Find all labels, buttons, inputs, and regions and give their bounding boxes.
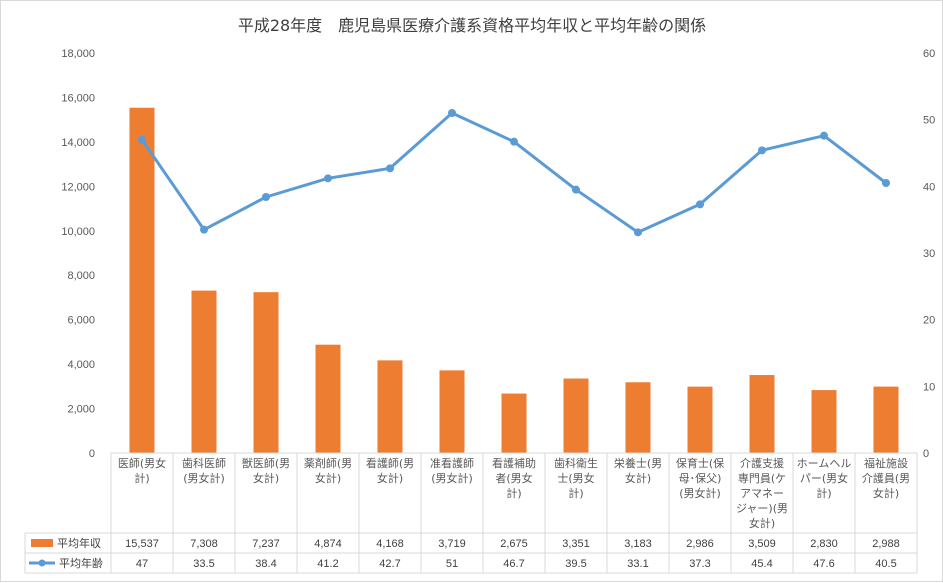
bar-12 [811,390,837,453]
table-value-income-3: 7,237 [252,538,280,550]
legend-label-line: 平均年齢 [59,556,103,570]
table-value-age-8: 39.5 [565,558,586,570]
line-point-11 [758,146,766,155]
line-point-3 [262,193,270,201]
legend-label-bar: 平均年収 [57,536,101,550]
table-value-income-7: 2,675 [500,538,528,550]
y-right-tick-label: 40 [923,181,935,193]
category-label-4: 薬剤師(男女計) [304,456,352,485]
y-right-tick-label: 60 [923,48,935,60]
table-value-income-2: 7,308 [190,538,218,550]
y-left-tick-label: 4,000 [67,359,95,371]
category-label-1: 医師(男女計) [118,456,166,485]
y-left-tick-label: 6,000 [67,315,95,327]
line-point-9 [634,228,642,237]
table-value-income-9: 3,183 [624,538,652,550]
category-label-11: 介護支援専門員(ケアマネージャー)(男女計) [736,456,788,530]
y-right-tick-label: 20 [923,315,935,327]
category-label-8: 歯科衛生士(男女計) [554,456,598,500]
y-right-tick-label: 50 [923,115,935,127]
category-label-6: 准看護師(男女計) [430,456,474,485]
bar-1 [129,107,155,453]
line-point-12 [820,131,828,140]
line-point-6 [448,109,456,117]
table-value-age-1: 47 [136,558,148,570]
bar-6 [439,370,465,453]
bar-3 [253,292,279,453]
table-value-income-11: 3,509 [748,538,776,550]
table-value-age-6: 51 [446,558,458,570]
line-point-10 [696,200,704,209]
category-label-10: 保育士(保母･保父) (男女計) [676,456,724,500]
table-value-age-13: 40.5 [875,558,896,570]
table-value-income-13: 2,988 [872,538,900,550]
y-left-tick-label: 2,000 [67,404,95,416]
category-label-13: 福祉施設介護員(男女計) [862,456,910,500]
y-left-tick-label: 8,000 [67,270,95,282]
bar-2 [191,290,217,453]
y-left-tick-label: 16,000 [61,92,95,104]
table-value-income-6: 3,719 [438,538,466,550]
y-right-tick-label: 30 [923,248,935,260]
legend-key-marker [38,559,46,567]
bar-8 [563,378,589,453]
y-right-tick-label: 0 [923,448,929,460]
table-value-age-10: 37.3 [689,558,710,570]
line-point-7 [510,137,518,146]
bar-9 [625,382,651,453]
table-value-income-8: 3,351 [562,538,590,550]
category-label-2: 歯科医師(男女計) [182,456,226,485]
table-value-age-7: 46.7 [503,558,524,570]
line-point-8 [572,185,580,194]
line-point-13 [882,179,890,187]
bar-7 [501,393,527,453]
category-label-9: 栄養士(男女計) [614,456,662,485]
table-value-income-5: 4,168 [376,538,404,550]
bar-5 [377,360,403,453]
y-left-tick-label: 18,000 [61,48,95,60]
line-series-path [140,111,887,234]
chart-title: 平成28年度 鹿児島県医療介護系資格平均年収と平均年齢の関係 [238,16,706,35]
table-value-age-4: 41.2 [317,558,338,570]
table-value-age-11: 45.4 [751,558,772,570]
y-left-tick-label: 12,000 [61,181,95,193]
bar-13 [873,386,899,453]
table-value-income-1: 15,537 [125,538,159,550]
category-label-12: ホームヘルパー(男女計) [797,457,852,500]
line-point-5 [386,164,394,173]
y-right-tick-label: 10 [923,381,935,393]
y-left-tick-label: 0 [89,448,95,460]
line-point-2 [200,225,208,234]
table-value-age-2: 33.5 [193,558,214,570]
category-label-3: 獣医師(男女計) [242,456,290,485]
bar-4 [315,344,341,453]
table-value-income-12: 2,830 [810,538,838,550]
table-value-income-10: 2,986 [686,538,714,550]
table-value-income-4: 4,874 [314,538,342,550]
y-left-tick-label: 14,000 [61,137,95,149]
legend-key-bar [31,539,53,547]
category-label-7: 看護補助者(男女計) [492,456,536,500]
table-value-age-5: 42.7 [379,558,400,570]
category-label-5: 看護師(男女計) [366,456,414,485]
table-value-age-12: 47.6 [813,558,834,570]
line-point-4 [324,174,332,183]
table-value-age-3: 38.4 [255,558,276,570]
y-left-tick-label: 10,000 [61,226,95,238]
bar-10 [687,386,713,453]
table-value-age-9: 33.1 [627,558,648,570]
bar-11 [749,375,775,453]
line-point-1 [138,135,146,144]
